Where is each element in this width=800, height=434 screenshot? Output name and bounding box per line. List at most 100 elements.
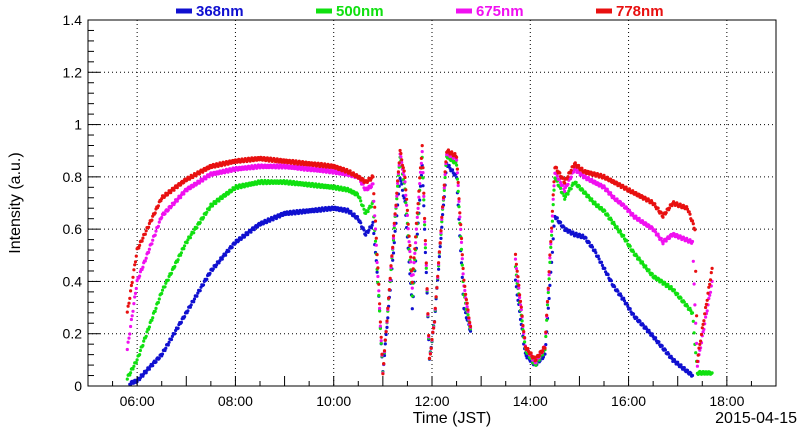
data-point bbox=[685, 207, 690, 211]
data-point bbox=[661, 242, 665, 246]
data-point bbox=[465, 305, 469, 309]
data-point bbox=[685, 205, 689, 209]
data-point bbox=[631, 189, 635, 193]
data-point bbox=[435, 286, 439, 290]
data-point bbox=[637, 192, 641, 197]
data-point bbox=[376, 274, 380, 279]
data-point bbox=[615, 181, 619, 185]
data-point bbox=[691, 222, 695, 226]
data-point bbox=[129, 317, 133, 322]
data-point bbox=[580, 166, 584, 170]
data-point bbox=[183, 315, 187, 319]
data-point bbox=[132, 364, 136, 368]
data-point bbox=[551, 203, 555, 207]
data-point bbox=[522, 330, 526, 334]
data-point bbox=[215, 263, 219, 267]
data-point bbox=[249, 183, 253, 187]
data-point bbox=[664, 211, 668, 215]
data-point bbox=[690, 311, 695, 315]
data-point bbox=[667, 236, 672, 240]
data-point bbox=[185, 241, 189, 245]
data-point bbox=[587, 240, 591, 245]
data-point bbox=[169, 337, 174, 342]
data-point bbox=[407, 234, 411, 238]
data-point bbox=[593, 179, 597, 183]
data-point bbox=[380, 352, 384, 356]
data-point bbox=[521, 323, 525, 328]
data-point bbox=[138, 353, 142, 357]
data-point bbox=[378, 309, 382, 313]
x-tick-label: 12:00 bbox=[414, 393, 449, 409]
data-point bbox=[207, 175, 211, 179]
data-point bbox=[399, 179, 403, 183]
data-point bbox=[543, 352, 547, 356]
data-point bbox=[404, 193, 408, 197]
data-point bbox=[625, 239, 629, 243]
data-point bbox=[427, 333, 431, 338]
data-point bbox=[455, 167, 459, 171]
data-point bbox=[456, 180, 460, 185]
data-point bbox=[416, 206, 420, 210]
data-point bbox=[366, 187, 370, 191]
data-point bbox=[323, 183, 328, 187]
data-point bbox=[166, 208, 170, 212]
y-axis-label: Intensity (a.u.) bbox=[7, 152, 24, 253]
data-point bbox=[395, 197, 399, 201]
data-point bbox=[462, 278, 466, 282]
data-point bbox=[427, 356, 432, 360]
data-point bbox=[547, 270, 551, 274]
data-point bbox=[574, 180, 578, 185]
data-point bbox=[129, 283, 133, 288]
data-point bbox=[513, 252, 518, 256]
data-point bbox=[590, 177, 594, 181]
data-point bbox=[410, 286, 414, 290]
data-point bbox=[550, 233, 554, 237]
data-point bbox=[364, 233, 368, 237]
data-point bbox=[424, 270, 428, 275]
data-point bbox=[355, 215, 360, 219]
data-point bbox=[685, 304, 690, 308]
data-point bbox=[547, 277, 551, 281]
data-point bbox=[459, 227, 463, 231]
data-point bbox=[518, 295, 522, 300]
data-point bbox=[423, 216, 427, 221]
data-point bbox=[555, 174, 559, 178]
data-point bbox=[408, 243, 412, 248]
data-point bbox=[545, 313, 549, 317]
data-point bbox=[640, 260, 645, 264]
data-point bbox=[467, 316, 471, 320]
data-point bbox=[366, 209, 370, 214]
data-point bbox=[160, 288, 165, 292]
data-point bbox=[546, 290, 550, 295]
data-point bbox=[143, 232, 147, 236]
data-point bbox=[352, 212, 356, 216]
data-point bbox=[694, 351, 698, 355]
data-point bbox=[423, 250, 427, 255]
data-point bbox=[423, 242, 427, 246]
data-point bbox=[192, 297, 197, 301]
data-point bbox=[563, 195, 568, 199]
data-point bbox=[418, 198, 422, 202]
data-point bbox=[547, 296, 551, 301]
data-point bbox=[654, 230, 658, 234]
data-point bbox=[420, 144, 424, 148]
data-point bbox=[421, 184, 425, 188]
data-point bbox=[612, 194, 616, 198]
data-point bbox=[359, 221, 363, 225]
data-point bbox=[562, 225, 566, 229]
data-point bbox=[682, 366, 686, 370]
data-point bbox=[349, 188, 353, 192]
y-tick-label: 1.2 bbox=[63, 64, 83, 80]
data-point bbox=[606, 213, 610, 217]
data-point bbox=[455, 163, 459, 167]
data-point bbox=[382, 362, 386, 366]
data-point bbox=[227, 191, 231, 195]
data-point bbox=[544, 334, 548, 339]
data-point bbox=[437, 261, 441, 265]
data-point bbox=[160, 197, 164, 201]
data-point bbox=[418, 170, 423, 174]
data-point bbox=[130, 314, 134, 318]
x-tick-label: 08:00 bbox=[218, 393, 253, 409]
data-point bbox=[134, 254, 138, 258]
data-point bbox=[128, 332, 132, 336]
